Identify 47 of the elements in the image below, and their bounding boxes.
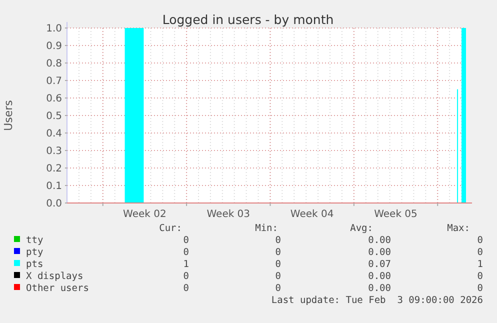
text: 0 <box>183 247 190 258</box>
x-tick-label: Week 05 <box>374 209 418 220</box>
text: Max: <box>447 223 470 234</box>
x-tick-label: Week 03 <box>206 209 250 220</box>
legend-label: tty <box>26 235 44 246</box>
x-tick-label: Week 04 <box>290 209 334 220</box>
legend-label: Other users <box>26 283 89 294</box>
y-tick-label: 0.1 <box>46 181 62 192</box>
text: 0 <box>477 283 484 294</box>
y-tick-label: 1.0 <box>46 24 62 34</box>
text: 0 <box>275 283 282 294</box>
text: 1 <box>477 259 484 270</box>
y-tick-label: 0.6 <box>46 94 62 104</box>
y-tick-label: 0.4 <box>46 128 62 140</box>
y-tick-label: 0.3 <box>46 146 62 157</box>
text: 0 <box>183 235 190 246</box>
legend-label: pty <box>26 247 44 258</box>
text: Avg: <box>350 223 373 234</box>
y-tick-label: 0.0 <box>46 198 62 210</box>
text: 0 <box>477 247 484 258</box>
text: 0.07 <box>368 259 391 270</box>
text: 0 <box>477 235 484 246</box>
y-tick-label: 0.9 <box>46 41 62 52</box>
text: 0 <box>275 235 282 246</box>
text: 0 <box>477 271 484 282</box>
y-tick-label: 0.7 <box>46 76 62 87</box>
x-tick-label: Week 02 <box>123 209 166 220</box>
text: 0.00 <box>368 247 392 258</box>
y-tick-label: 0.2 <box>46 164 62 174</box>
text: 1 <box>183 259 190 270</box>
text: 0 <box>275 259 282 270</box>
text: Last update: Tue Feb 3 09:00:00 2026 <box>271 295 484 306</box>
y-tick-label: 0.5 <box>46 111 62 122</box>
legend-label: X displays <box>26 271 84 282</box>
text: 0.00 <box>368 271 392 282</box>
text: 0 <box>183 283 190 294</box>
y-axis-title: Users <box>2 100 15 131</box>
text: Cur: <box>159 223 182 234</box>
legend-label: pts <box>26 259 44 270</box>
text: Min: <box>255 223 278 234</box>
text: 0 <box>275 271 282 282</box>
text: 0 <box>183 271 190 282</box>
text: 0.00 <box>368 283 392 294</box>
chart-title: Logged in users - by month <box>162 12 334 27</box>
text: 0 <box>275 247 282 258</box>
y-tick-label: 0.8 <box>46 58 62 70</box>
text: 0.00 <box>368 235 392 246</box>
